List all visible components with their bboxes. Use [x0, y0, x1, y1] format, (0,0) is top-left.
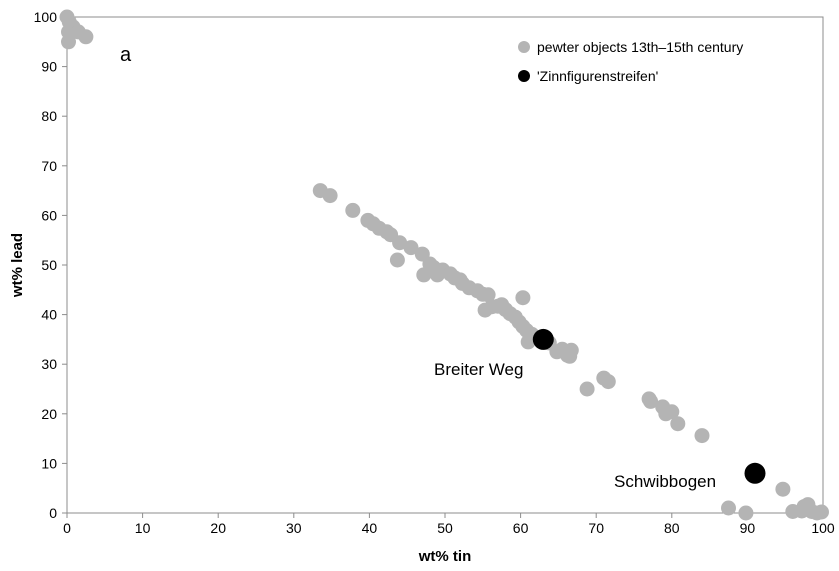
- x-tick-label: 10: [135, 520, 151, 536]
- y-tick-label: 100: [34, 9, 58, 25]
- y-tick-label: 30: [41, 356, 57, 372]
- x-tick-label: 30: [286, 520, 302, 536]
- data-point-pewter: [738, 505, 754, 521]
- data-point-pewter: [670, 416, 686, 432]
- x-tick-label: 20: [210, 520, 226, 536]
- x-tick-label: 60: [513, 520, 529, 536]
- data-point-pewter: [389, 252, 405, 268]
- x-tick-label: 100: [811, 520, 835, 536]
- x-axis-label: wt% tin: [418, 548, 472, 565]
- x-tick-label: 40: [362, 520, 378, 536]
- x-tick-label: 90: [740, 520, 756, 536]
- y-tick-label: 80: [41, 108, 57, 124]
- y-tick-label: 50: [41, 257, 57, 273]
- data-point-pewter: [78, 29, 94, 45]
- y-tick-label: 60: [41, 207, 57, 223]
- data-point-pewter: [403, 240, 419, 256]
- data-point-pewter: [721, 500, 736, 516]
- panel-label: a: [120, 44, 132, 66]
- data-point-pewter: [322, 188, 338, 204]
- y-tick-label: 0: [49, 505, 57, 521]
- y-tick-label: 90: [41, 59, 57, 75]
- data-point-pewter: [814, 504, 829, 520]
- data-point-pewter: [600, 374, 616, 390]
- legend-label-zinnfigurenstreifen: 'Zinnfigurenstreifen': [537, 68, 658, 84]
- legend-marker-pewter: [518, 41, 530, 53]
- data-point-pewter: [694, 428, 710, 444]
- data-point-pewter: [641, 391, 657, 407]
- y-axis-label: wt% lead: [9, 233, 26, 298]
- data-point-pewter: [61, 34, 76, 50]
- x-tick-label: 50: [437, 520, 453, 536]
- legend: pewter objects 13th–15th century 'Zinnfi…: [518, 39, 743, 84]
- y-tick-label: 40: [41, 307, 57, 323]
- data-point-zinnfigurenstreifen: [532, 328, 554, 350]
- data-point-pewter: [345, 202, 361, 218]
- legend-label-pewter: pewter objects 13th–15th century: [537, 39, 743, 55]
- x-tick-label: 0: [63, 520, 71, 536]
- data-points: [59, 9, 829, 521]
- data-point-pewter: [562, 348, 578, 364]
- y-tick-label: 20: [41, 406, 57, 422]
- axis-ticks: 0 10 20 30 40 50 60 70 80 90 100 0 10 20 30 40 50 60 70 80 9…: [34, 9, 835, 536]
- data-point-pewter: [515, 290, 531, 306]
- annotation-breiter-weg: Breiter Weg: [434, 360, 523, 379]
- x-tick-label: 80: [664, 520, 680, 536]
- data-point-zinnfigurenstreifen: [744, 462, 766, 484]
- y-tick-label: 70: [41, 158, 57, 174]
- data-point-pewter: [392, 235, 408, 251]
- data-point-pewter: [775, 481, 791, 497]
- data-point-pewter: [480, 287, 496, 303]
- x-tick-label: 70: [588, 520, 604, 536]
- data-point-pewter: [579, 381, 595, 397]
- annotation-schwibbogen: Schwibbogen: [614, 472, 716, 491]
- legend-marker-zinnfigurenstreifen: [518, 70, 530, 82]
- y-tick-label: 10: [41, 455, 57, 471]
- data-point-pewter: [664, 404, 680, 420]
